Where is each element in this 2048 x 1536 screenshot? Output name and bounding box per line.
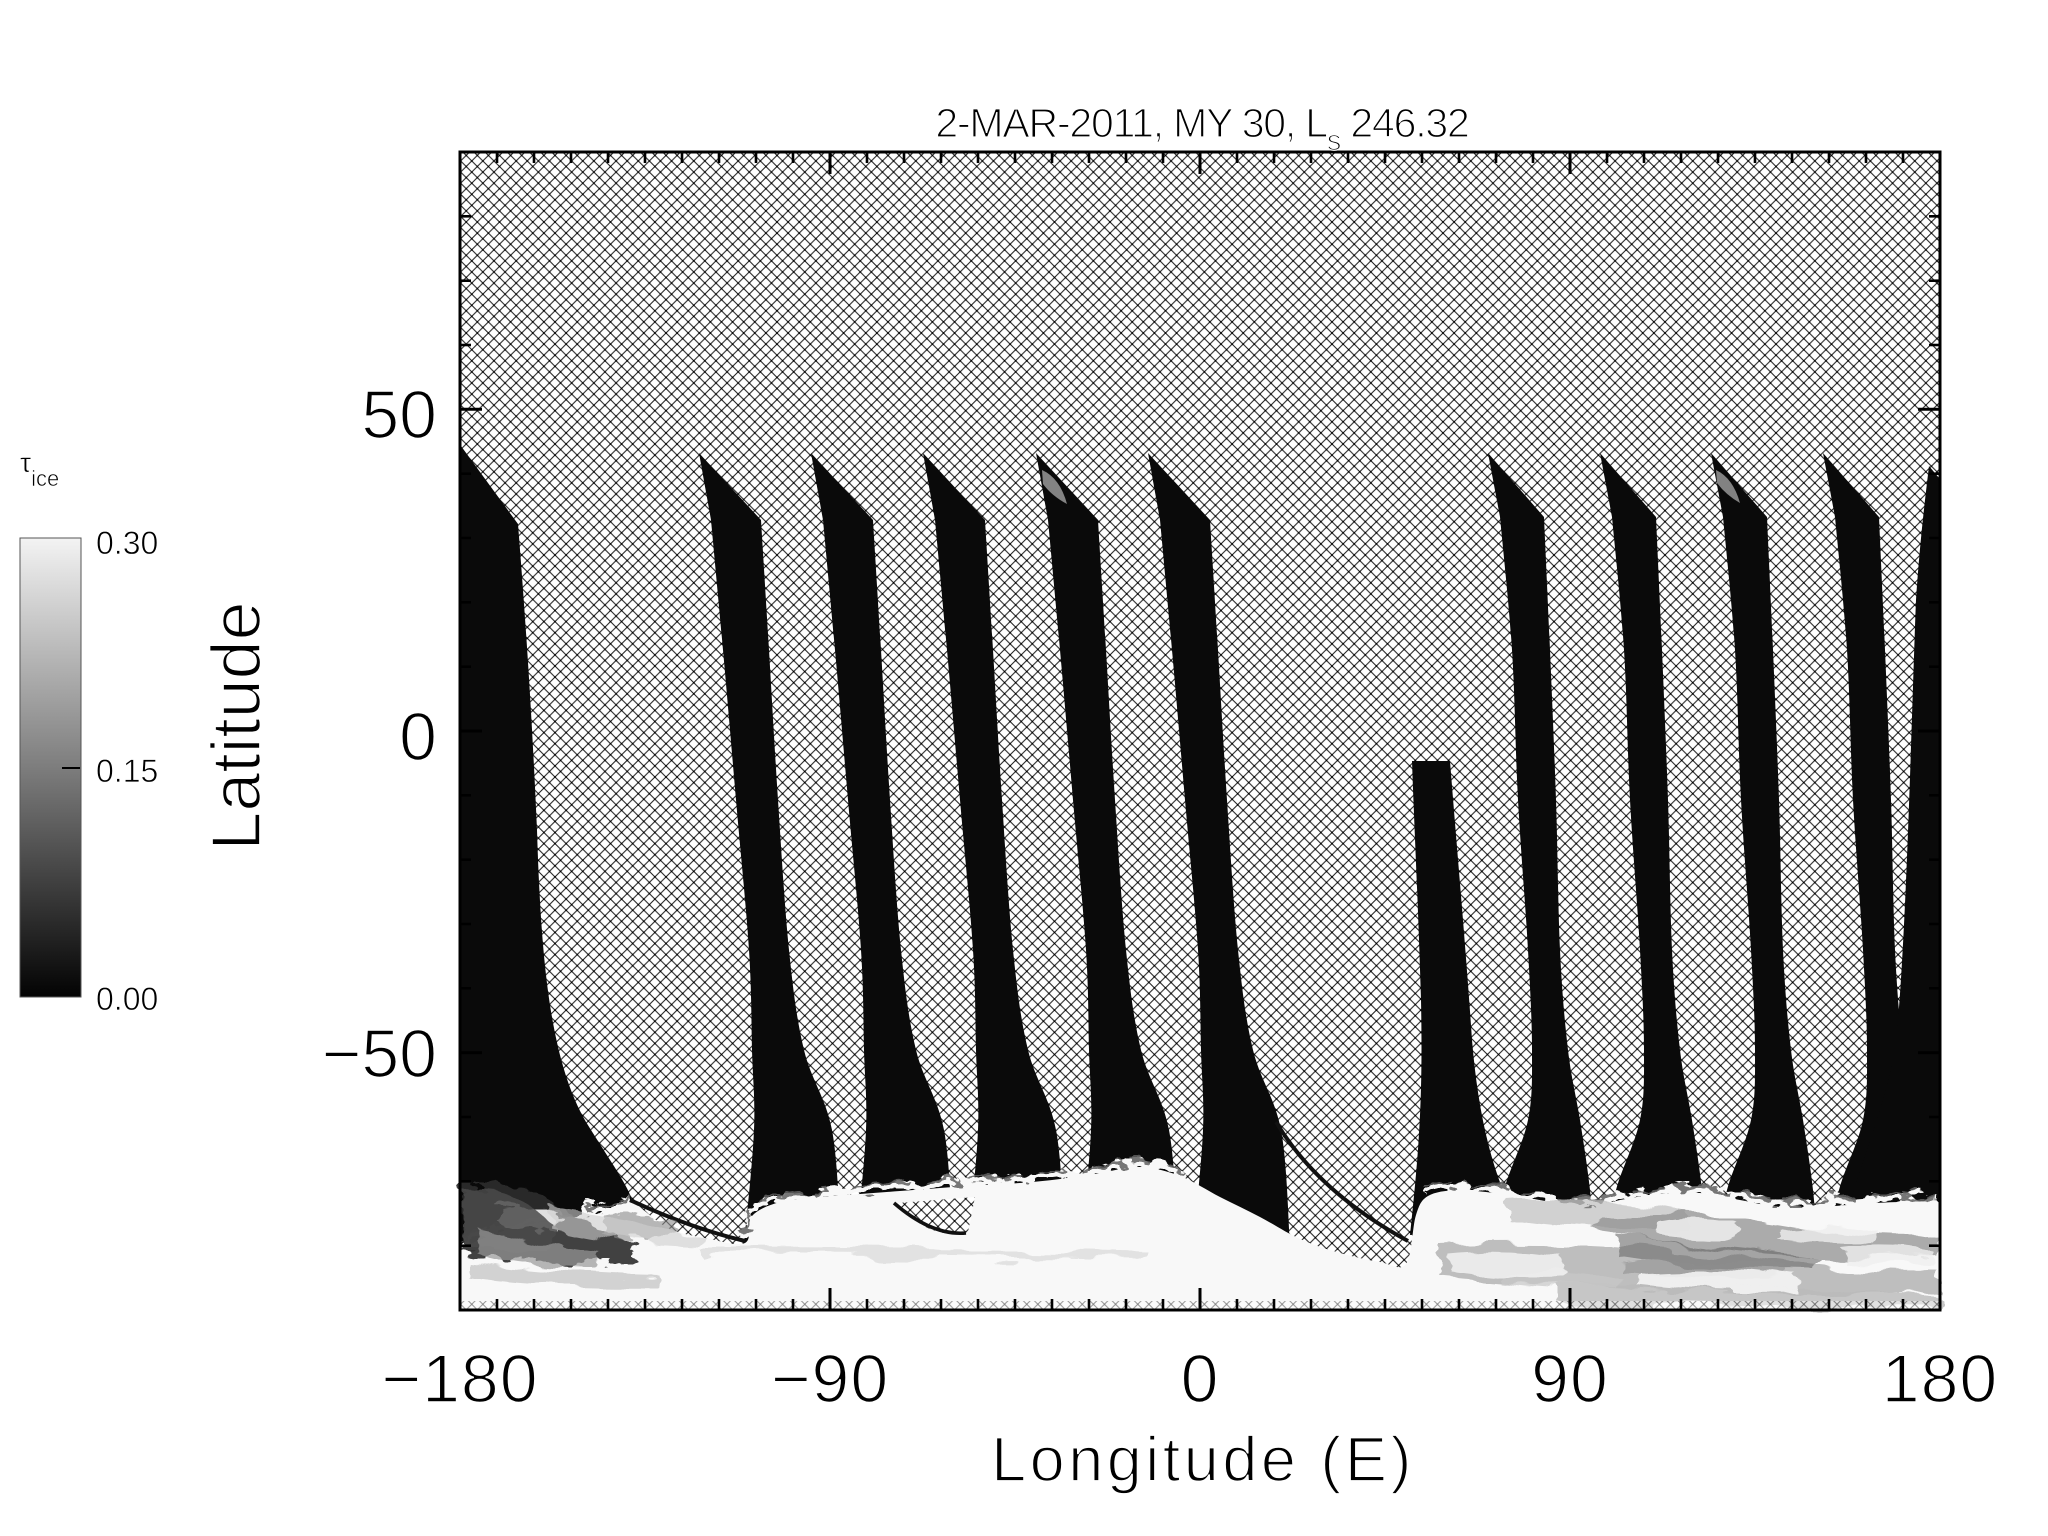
svg-text:Longitude (E): Longitude (E) [991,1425,1415,1495]
svg-text:Latitude: Latitude [197,601,275,850]
svg-text:0.30: 0.30 [96,525,158,561]
svg-text:0: 0 [1181,1341,1220,1417]
svg-text:0.15: 0.15 [96,753,158,789]
svg-text:−180: −180 [381,1341,538,1417]
svg-text:−50: −50 [322,1016,437,1092]
svg-text:180: 180 [1882,1341,1998,1417]
svg-text:0: 0 [399,699,437,775]
svg-text:0.00: 0.00 [96,981,158,1017]
svg-text:−90: −90 [771,1341,889,1417]
svg-text:90: 90 [1531,1341,1609,1417]
svg-text:50: 50 [361,377,437,453]
